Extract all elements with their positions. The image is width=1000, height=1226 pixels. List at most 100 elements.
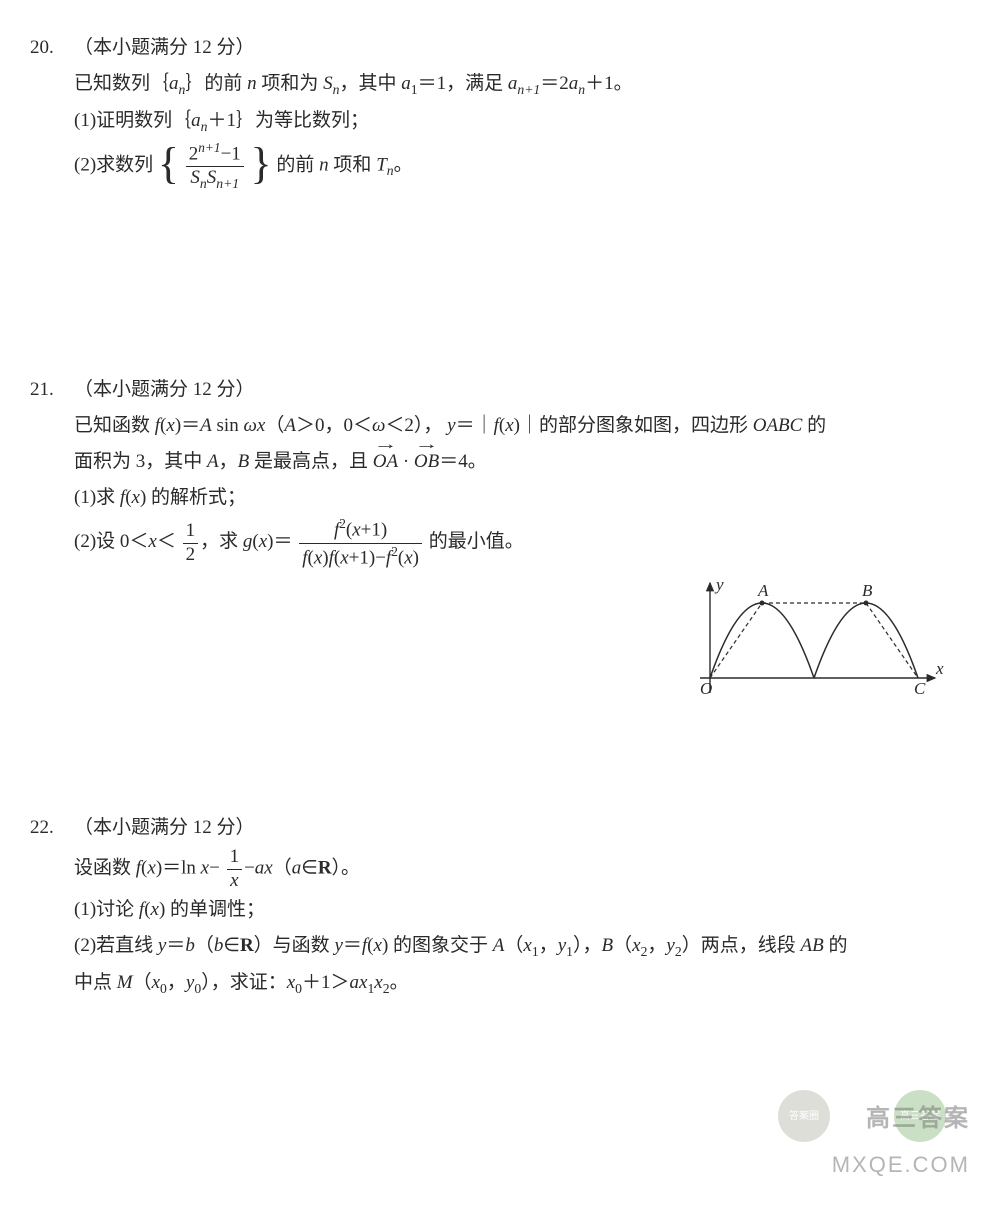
var-y: y — [666, 935, 674, 956]
sub-0: 0 — [160, 981, 167, 996]
var-g: g — [243, 531, 253, 552]
var-y: y — [334, 935, 342, 956]
var-M: M — [117, 972, 133, 993]
sub-0: 0 — [295, 981, 302, 996]
var-omega: ω — [243, 415, 256, 436]
txt: ）与函数 — [254, 935, 335, 956]
den: 2 — [183, 544, 199, 567]
var-a: a — [508, 73, 518, 94]
p22-line1: 设函数 f(x)＝ln x− 1 x −ax（a∈R）。 — [74, 846, 970, 893]
var-OABC: OABC — [753, 415, 803, 436]
num: 1 — [183, 520, 199, 544]
svg-text:C: C — [914, 679, 926, 698]
txt: 已知数列｛ — [74, 73, 169, 94]
svg-text:A: A — [757, 581, 769, 600]
var-a: a — [191, 110, 201, 131]
txt: 。 — [394, 154, 413, 175]
problem-22: 22. （本小题满分 12 分） 设函数 f(x)＝ln x− 1 x −ax（… — [30, 810, 970, 1002]
var-x: x — [230, 870, 238, 891]
var-T: T — [376, 154, 387, 175]
txt: ｜的部分图象如图，四边形 — [520, 415, 753, 436]
paren: （ — [133, 972, 152, 993]
sq: 2 — [391, 544, 398, 559]
sub-n: n — [578, 82, 585, 97]
var-y: y — [558, 935, 566, 956]
txt: 项和为 — [257, 73, 324, 94]
p21-line1: 已知函数 f(x)＝A sin ωx（A＞0，0＜ω＜2）， y＝｜f(x)｜的… — [74, 408, 970, 444]
sub-n: n — [387, 163, 394, 178]
txt: ＝2 — [540, 73, 569, 94]
in: ∈ — [223, 935, 240, 956]
txt: 的 — [802, 415, 826, 436]
paren: （ — [613, 935, 632, 956]
txt: ＝ln — [162, 857, 201, 878]
txt: ＞0，0＜ — [296, 415, 372, 436]
var-x: x — [340, 547, 348, 568]
var-x: x — [259, 531, 267, 552]
svg-text:y: y — [714, 575, 724, 594]
txt: (2)求数列 — [74, 154, 153, 175]
num-2: 2 — [189, 143, 199, 164]
txt: 的解析式； — [146, 487, 246, 508]
problem-22-body: 设函数 f(x)＝ln x− 1 x −ax（a∈R）。 (1)讨论 f(x) … — [74, 846, 970, 1002]
txt: ＋1｝为等比数列； — [208, 110, 370, 131]
txt: ），求证： — [201, 972, 287, 993]
problem-21-number: 21. — [30, 372, 74, 408]
txt: (1)证明数列｛ — [74, 110, 191, 131]
var-A: A — [284, 415, 296, 436]
problem-21: 21. （本小题满分 12 分） 已知函数 f(x)＝A sin ωx（A＞0，… — [30, 372, 970, 570]
brace-right-icon: } — [251, 142, 272, 186]
txt: 的前 — [276, 154, 319, 175]
sub-n: n — [179, 82, 186, 97]
problem-20-number: 20. — [30, 30, 74, 66]
var-b: b — [185, 935, 195, 956]
txt: ＝｜ — [456, 415, 494, 436]
watermark: 高三答案 MXQE.COM — [832, 1097, 970, 1186]
sub-2: 2 — [383, 981, 390, 996]
set-R: R — [240, 935, 254, 956]
var-x: x — [147, 857, 155, 878]
svg-text:B: B — [862, 581, 873, 600]
var-a: a — [255, 857, 265, 878]
sub-1: 1 — [411, 82, 418, 97]
var-a: a — [292, 857, 302, 878]
problem-21-head-text: （本小题满分 12 分） — [74, 372, 255, 408]
sub-1: 1 — [566, 944, 573, 959]
var-B: B — [238, 451, 250, 472]
p22-line4: 中点 M（x0，y0），求证：x0＋1＞ax1x2。 — [74, 965, 970, 1002]
txt: 的 — [824, 935, 848, 956]
comma: ， — [167, 972, 186, 993]
var-x: x — [132, 487, 140, 508]
sub-1: 1 — [367, 981, 374, 996]
p21-line3: (1)求 f(x) 的解析式； — [74, 480, 970, 516]
plus1: +1)− — [349, 547, 386, 568]
txt: ，求 — [200, 531, 243, 552]
txt: 的最小值。 — [429, 531, 524, 552]
var-A: A — [493, 935, 505, 956]
minus: − — [244, 857, 255, 878]
paren: （ — [195, 935, 214, 956]
sub-n: n — [333, 82, 340, 97]
txt: ）两点，线段 — [682, 935, 801, 956]
sub-n: n — [201, 119, 208, 134]
var-x: x — [151, 899, 159, 920]
var-y: y — [447, 415, 455, 436]
p21-line2: 面积为 3，其中 A，B 是最高点，且 OA · OB＝4。 — [74, 444, 970, 480]
paren: ) — [413, 547, 419, 568]
watermark-line2: MXQE.COM — [832, 1144, 970, 1186]
var-x: x — [505, 415, 513, 436]
paren: ）。 — [332, 857, 361, 878]
txt: (1)求 — [74, 487, 120, 508]
vector-OA: OA — [373, 444, 398, 480]
minus-1: −1 — [221, 143, 241, 164]
txt: ＝ — [273, 531, 292, 552]
var-x: x — [201, 857, 209, 878]
var-B: B — [602, 935, 614, 956]
var-x: x — [287, 972, 295, 993]
frac-half: 1 2 — [183, 520, 199, 567]
watermark-badge-1-icon: 答案圈 — [778, 1090, 830, 1142]
var-x: x — [374, 935, 382, 956]
brace-left-icon: { — [158, 142, 179, 186]
paren: （ — [265, 415, 284, 436]
var-x: x — [352, 520, 360, 541]
